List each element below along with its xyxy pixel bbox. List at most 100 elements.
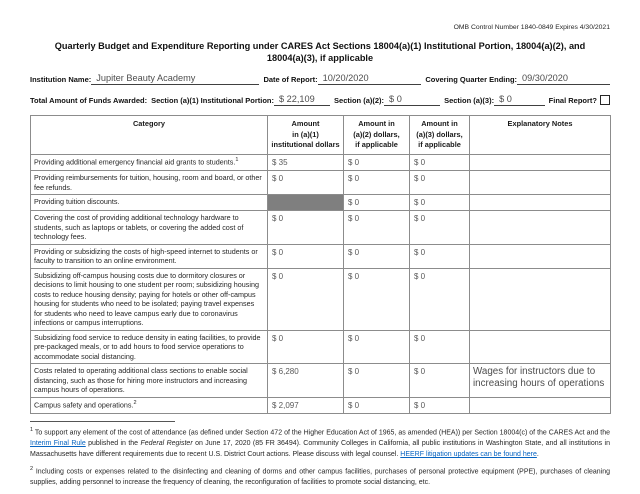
table-header-row: Category Amount in (a)(1) institutional … xyxy=(30,114,611,156)
amount-a3-cell[interactable]: $ 0 xyxy=(409,170,470,196)
footnote-1-text: . xyxy=(536,451,539,459)
notes-cell[interactable] xyxy=(469,154,611,172)
section-a3-field[interactable]: $ 0 xyxy=(494,94,545,106)
notes-cell[interactable] xyxy=(469,243,611,269)
page-title-line2: 18004(a)(3), if applicable xyxy=(266,53,374,63)
col-header-notes: Explanatory Notes xyxy=(469,114,611,156)
budget-expenditure-table: Category Amount in (a)(1) institutional … xyxy=(30,114,611,414)
category-cell: Campus safety and operations.2 xyxy=(30,396,268,414)
amount-a1-cell[interactable]: $ 0 xyxy=(267,170,344,196)
table-row: Subsidizing food service to reduce densi… xyxy=(30,329,611,365)
page-title: Quarterly Budget and Expenditure Reporti… xyxy=(30,40,610,64)
amount-a3-cell[interactable]: $ 0 xyxy=(409,396,470,414)
notes-cell[interactable] xyxy=(469,267,611,331)
footnote-1-marker: 1 xyxy=(30,426,34,433)
total-funds-label: Total Amount of Funds Awarded: xyxy=(30,96,148,105)
notes-cell[interactable]: Wages for instructors due to increasing … xyxy=(469,363,611,398)
col-header-amount-a1: Amount in (a)(1) institutional dollars xyxy=(267,114,344,156)
category-cell: Providing reimbursements for tuition, ho… xyxy=(30,170,268,196)
table-row: Covering the cost of providing additiona… xyxy=(30,210,611,245)
footnote-1: 1 To support any element of the cost of … xyxy=(30,425,610,461)
amount-a2-cell[interactable]: $ 0 xyxy=(343,194,410,212)
category-cell: Providing additional emergency financial… xyxy=(30,154,268,172)
amount-a2-cell[interactable]: $ 0 xyxy=(343,267,410,331)
footnote-1-text: published in the xyxy=(85,440,141,448)
amount-a3-cell[interactable]: $ 0 xyxy=(409,194,470,212)
footnote-ref-1: 1 xyxy=(235,157,239,164)
category-cell: Providing or subsidizing the costs of hi… xyxy=(30,243,268,269)
footnote-2-text: Including costs or expenses related to t… xyxy=(30,467,610,487)
footnote-separator xyxy=(30,420,175,422)
footnote-1-text: To support any element of the cost of at… xyxy=(34,429,610,437)
category-cell: Subsidizing food service to reduce densi… xyxy=(30,329,268,365)
amount-a1-cell[interactable]: $ 0 xyxy=(267,210,344,245)
table-row: Campus safety and operations.2 $ 2,097 $… xyxy=(30,396,611,414)
date-of-report-field[interactable]: 10/20/2020 xyxy=(317,73,422,85)
institution-name-label: Institution Name: xyxy=(30,75,92,84)
federal-register-italic: Federal Register xyxy=(140,440,193,448)
omb-control-line: OMB Control Number 1840-0849 Expires 4/3… xyxy=(453,24,610,31)
category-cell: Costs related to operating additional cl… xyxy=(30,363,268,398)
amount-a2-cell[interactable]: $ 0 xyxy=(343,363,410,398)
notes-cell[interactable] xyxy=(469,194,611,212)
table-row: Providing or subsidizing the costs of hi… xyxy=(30,243,611,269)
col-header-category: Category xyxy=(30,114,268,156)
section-a3-label: Section (a)(3): xyxy=(444,96,495,105)
interim-final-rule-link[interactable]: Interim Final Rule xyxy=(30,440,86,448)
table-row: Providing tuition discounts. $ 0 $ 0 xyxy=(30,194,611,212)
table-row: Providing reimbursements for tuition, ho… xyxy=(30,170,611,196)
amount-a2-cell[interactable]: $ 0 xyxy=(343,396,410,414)
date-of-report-label: Date of Report: xyxy=(263,75,318,84)
notes-cell[interactable] xyxy=(469,170,611,196)
notes-cell[interactable] xyxy=(469,210,611,245)
notes-cell[interactable] xyxy=(469,396,611,414)
section-a1-field[interactable]: $ 22,109 xyxy=(274,94,331,106)
section-a2-label: Section (a)(2): xyxy=(334,96,385,105)
amount-a1-cell[interactable]: $ 0 xyxy=(267,267,344,331)
category-cell: Covering the cost of providing additiona… xyxy=(30,210,268,245)
col-header-amount-a3: Amount in (a)(3) dollars, if applicable xyxy=(409,114,470,156)
col-header-amount-a2: Amount in (a)(2) dollars, if applicable xyxy=(343,114,410,156)
amount-a1-cell[interactable]: $ 2,097 xyxy=(267,396,344,414)
amount-a1-cell[interactable]: $ 0 xyxy=(267,243,344,269)
amount-a3-cell[interactable]: $ 0 xyxy=(409,363,470,398)
amount-a3-cell[interactable]: $ 0 xyxy=(409,267,470,331)
footnote-1-text: on June 17, 2020 (85 FR 36494). Communit… xyxy=(30,440,610,459)
category-cell: Providing tuition discounts. xyxy=(30,194,268,212)
final-report-checkbox[interactable] xyxy=(600,95,611,105)
amount-a2-cell[interactable]: $ 0 xyxy=(343,154,410,172)
quarter-ending-field[interactable]: 09/30/2020 xyxy=(517,73,610,85)
amount-a2-cell[interactable]: $ 0 xyxy=(343,329,410,365)
category-cell: Subsidizing off-campus housing costs due… xyxy=(30,267,268,331)
amount-a2-cell[interactable]: $ 0 xyxy=(343,243,410,269)
footnote-ref-2: 2 xyxy=(133,399,137,406)
amount-a2-cell[interactable]: $ 0 xyxy=(343,170,410,196)
amount-a3-cell[interactable]: $ 0 xyxy=(409,210,470,245)
amount-a1-cell[interactable]: $ 35 xyxy=(267,154,344,172)
notes-cell[interactable] xyxy=(469,329,611,365)
amount-a3-cell[interactable]: $ 0 xyxy=(409,154,470,172)
table-row: Costs related to operating additional cl… xyxy=(30,363,611,398)
amount-a1-cell[interactable]: $ 0 xyxy=(267,329,344,365)
page-title-line1: Quarterly Budget and Expenditure Reporti… xyxy=(54,41,586,51)
form-line-funds: Total Amount of Funds Awarded: Section (… xyxy=(30,94,611,106)
amount-a1-cell[interactable]: $ 6,280 xyxy=(267,363,344,398)
category-text: Providing additional emergency financial… xyxy=(34,157,236,167)
footnote-2-marker: 2 xyxy=(30,465,34,472)
category-text: Campus safety and operations. xyxy=(34,400,134,410)
heerf-updates-link[interactable]: HEERF litigation updates can be found he… xyxy=(400,451,537,459)
table-row: Providing additional emergency financial… xyxy=(30,154,611,172)
amount-a2-cell[interactable]: $ 0 xyxy=(343,210,410,245)
footnote-2: 2 Including costs or expenses related to… xyxy=(30,464,610,489)
amount-a1-cell-shaded xyxy=(267,194,344,212)
final-report-label: Final Report? xyxy=(548,96,598,105)
quarter-ending-label: Covering Quarter Ending: xyxy=(425,75,518,84)
institution-name-field[interactable]: Jupiter Beauty Academy xyxy=(91,73,260,85)
section-a2-field[interactable]: $ 0 xyxy=(384,94,441,106)
amount-a3-cell[interactable]: $ 0 xyxy=(409,243,470,269)
table-row: Subsidizing off-campus housing costs due… xyxy=(30,267,611,331)
section-a1-label: Section (a)(1) Institutional Portion: xyxy=(151,96,274,105)
amount-a3-cell[interactable]: $ 0 xyxy=(409,329,470,365)
form-line-institution: Institution Name: Jupiter Beauty Academy… xyxy=(30,73,610,85)
